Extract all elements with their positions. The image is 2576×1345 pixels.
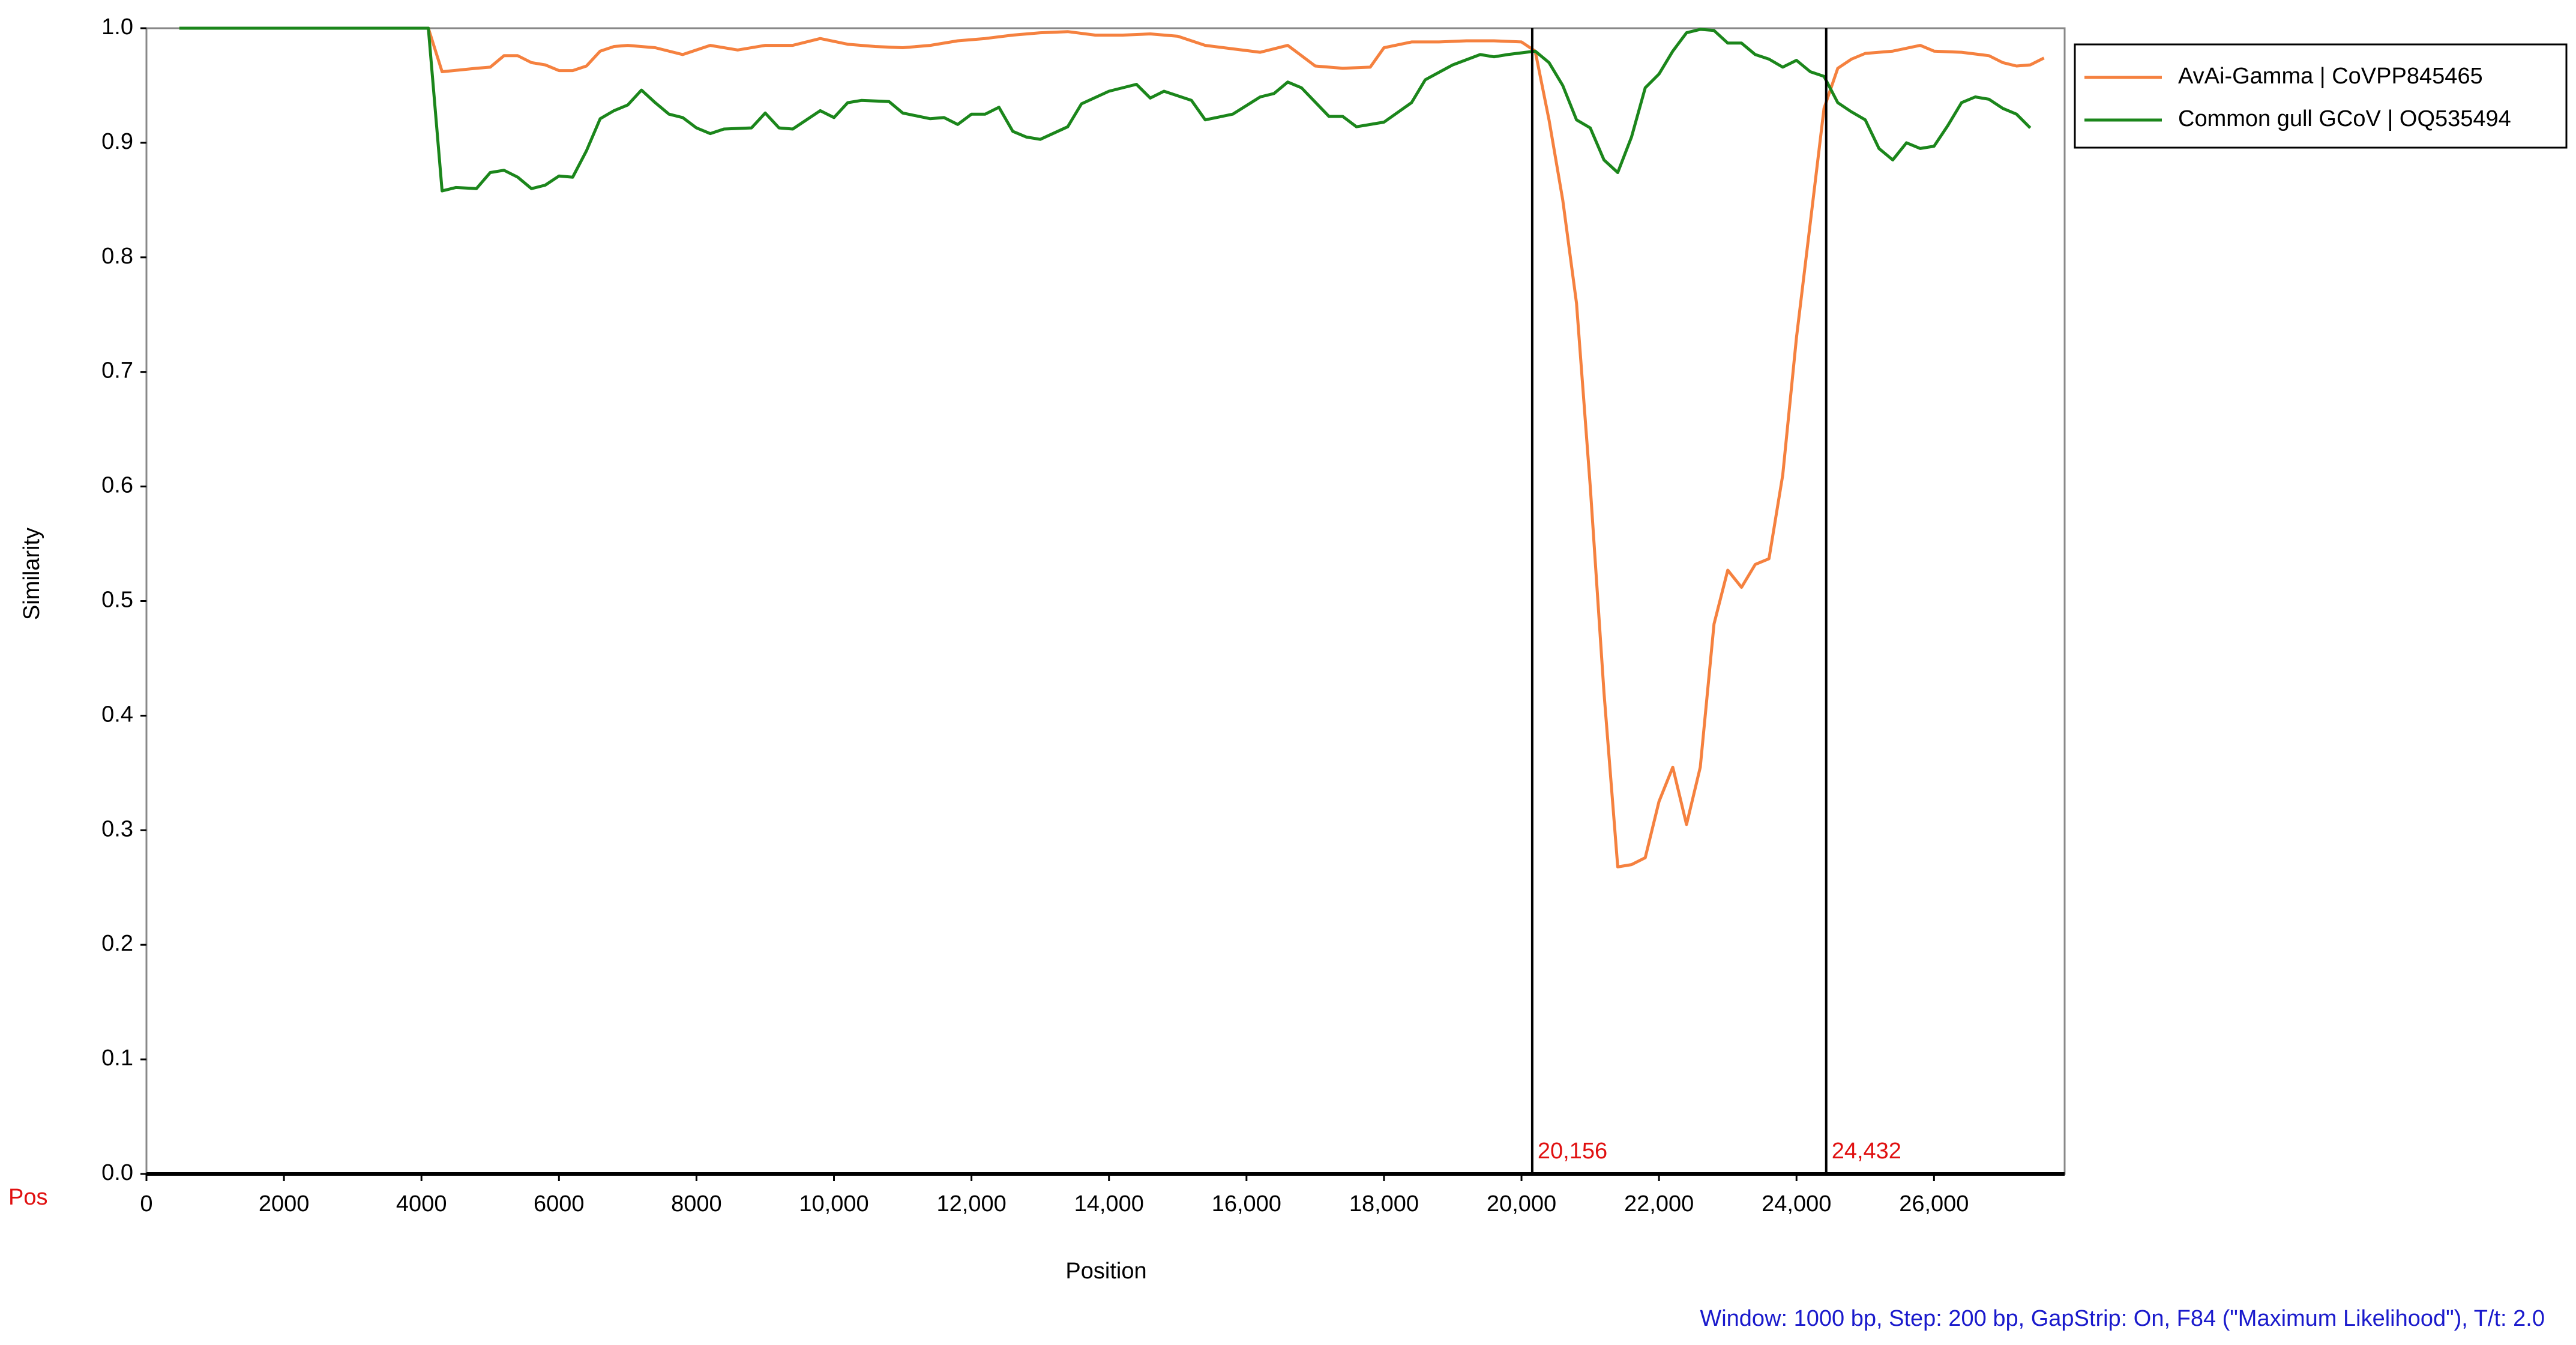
x-axis-label: Position [1065,1259,1146,1284]
y-tick-label: 0.1 [101,1046,133,1071]
y-tick-label: 1.0 [101,14,133,40]
legend-label: AvAi-Gamma | CoVPP845465 [2178,64,2483,89]
x-tick-label: 8000 [671,1191,722,1217]
y-tick-label: 0.5 [101,588,133,613]
y-tick-label: 0.9 [101,129,133,154]
series-line [179,26,2045,868]
x-tick-label: 2000 [259,1191,310,1217]
x-tick-label: 20,000 [1487,1191,1556,1217]
series-line [179,26,2032,193]
x-tick-label: 26,000 [1899,1191,1969,1217]
x-tick-label: 6000 [534,1191,585,1217]
legend-label: Common gull GCoV | OQ535494 [2178,106,2511,131]
breakpoint-label: 24,432 [1832,1139,1901,1164]
x-tick-label: 22,000 [1624,1191,1694,1217]
x-tick-label: 24,000 [1762,1191,1831,1217]
x-tick-label: 14,000 [1074,1191,1144,1217]
x-tick-label: 16,000 [1212,1191,1281,1217]
y-axis-label: Similarity [19,528,44,620]
x-tick-label: 10,000 [799,1191,868,1217]
breakpoint-label: 20,156 [1538,1139,1607,1164]
y-tick-label: 0.6 [101,473,133,498]
x-tick-label: 12,000 [937,1191,1007,1217]
y-tick-label: 0.0 [101,1160,133,1185]
legend-box [2074,43,2568,149]
y-tick-label: 0.3 [101,816,133,841]
x-tick-label: 18,000 [1349,1191,1419,1217]
axis-note: Pos [8,1185,47,1210]
x-tick-label: 0 [140,1191,152,1217]
y-tick-label: 0.7 [101,358,133,384]
y-tick-label: 0.4 [101,702,133,727]
x-tick-label: 4000 [396,1191,447,1217]
y-tick-label: 0.2 [101,931,133,956]
y-tick-label: 0.8 [101,244,133,269]
footer: Window: 1000 bp, Step: 200 bp, GapStrip:… [1700,1306,2545,1331]
